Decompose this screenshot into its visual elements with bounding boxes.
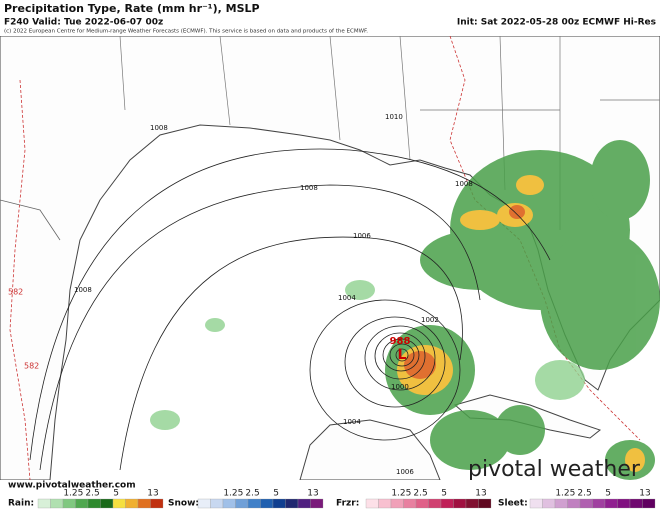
low-pressure-value: 988 (390, 336, 411, 347)
legend-swatch (285, 498, 299, 509)
precipitation (150, 140, 660, 480)
isobar-label: 1000 (391, 383, 409, 391)
legend-swatch (567, 498, 581, 509)
legend-name: Rain: (8, 499, 34, 509)
legend-swatch (310, 498, 324, 509)
legend-tick: 2.5 (413, 489, 427, 499)
legend-name: Snow: (168, 499, 199, 509)
legend-swatch (428, 498, 442, 509)
legend-swatch (465, 498, 479, 509)
legend-swatch (478, 498, 492, 509)
legend-swatch (112, 498, 126, 509)
isobar-label: 1006 (353, 232, 371, 240)
isobars (29, 148, 551, 471)
isobar-label: 1004 (343, 418, 361, 426)
legend-swatch (592, 498, 606, 509)
legend-swatch (210, 498, 224, 509)
legend-tick: 13 (475, 489, 486, 499)
legend-swatch (50, 498, 64, 509)
legend-swatch (222, 498, 236, 509)
legend-swatch (150, 498, 164, 509)
legend-swatch (260, 498, 274, 509)
legend-tick: 2.5 (245, 489, 259, 499)
legend-swatch (390, 498, 404, 509)
isobar-label: 1008 (300, 184, 318, 192)
isobar-label: 1008 (150, 124, 168, 132)
height-label: 582 (8, 288, 23, 297)
legend-swatch (137, 498, 151, 509)
legend-name: Frzr: (336, 499, 359, 509)
legend-swatch (197, 498, 211, 509)
legend-tick: 2.5 (85, 489, 99, 499)
legend-tick: 13 (147, 489, 158, 499)
legend-swatch (125, 498, 139, 509)
legend-tick: 13 (307, 489, 318, 499)
legend-swatch (365, 498, 379, 509)
isobar-label: 1010 (385, 113, 403, 121)
legend-tick: 5 (441, 489, 447, 499)
legend-name: Sleet: (498, 499, 528, 509)
legend-swatch (75, 498, 89, 509)
legend-tick: 1.25 (391, 489, 411, 499)
low-marker: L (398, 347, 407, 363)
watermark: pivotal weather (468, 457, 641, 482)
legend-tick: 1.25 (63, 489, 83, 499)
legend-swatch (642, 498, 656, 509)
legend-swatch (87, 498, 101, 509)
isobar-label: 1008 (74, 286, 92, 294)
legend-swatch (100, 498, 114, 509)
legend-swatch (579, 498, 593, 509)
legend-swatch (62, 498, 76, 509)
legend-swatch (247, 498, 261, 509)
legend-swatch (37, 498, 51, 509)
legend-swatch (272, 498, 286, 509)
legend-tick: 5 (605, 489, 611, 499)
legend-swatch (415, 498, 429, 509)
legend-swatch (604, 498, 618, 509)
copyright: (c) 2022 European Centre for Medium-rang… (4, 29, 368, 35)
legend-tick: 1.25 (223, 489, 243, 499)
legend-tick: 5 (113, 489, 119, 499)
website: www.pivotalweather.com (8, 481, 136, 491)
legend-swatch (235, 498, 249, 509)
header-bg (0, 0, 660, 36)
legend-swatch (378, 498, 392, 509)
isobar-label: 1004 (338, 294, 356, 302)
legend-swatch (297, 498, 311, 509)
legend-swatch (403, 498, 417, 509)
legend-swatch (440, 498, 454, 509)
legend-swatch (629, 498, 643, 509)
legend-tick: 1.25 (555, 489, 575, 499)
isobar-label: 1002 (421, 316, 439, 324)
legend-tick: 13 (639, 489, 650, 499)
legend-swatch (617, 498, 631, 509)
valid-time: F240 Valid: Tue 2022-06-07 00z (4, 18, 163, 28)
legend-swatch (453, 498, 467, 509)
title: Precipitation Type, Rate (mm hr⁻¹), MSLP (4, 2, 260, 15)
legend-tick: 2.5 (577, 489, 591, 499)
height-label: 582 (24, 362, 39, 371)
legend-swatch (554, 498, 568, 509)
legend-swatch (542, 498, 556, 509)
init-time: Init: Sat 2022-05-28 00z ECMWF Hi-Res (457, 18, 656, 28)
isobar-label: 1008 (455, 180, 473, 188)
legend-tick: 5 (273, 489, 279, 499)
isobar-label: 1006 (396, 468, 414, 476)
legend-swatch (529, 498, 543, 509)
